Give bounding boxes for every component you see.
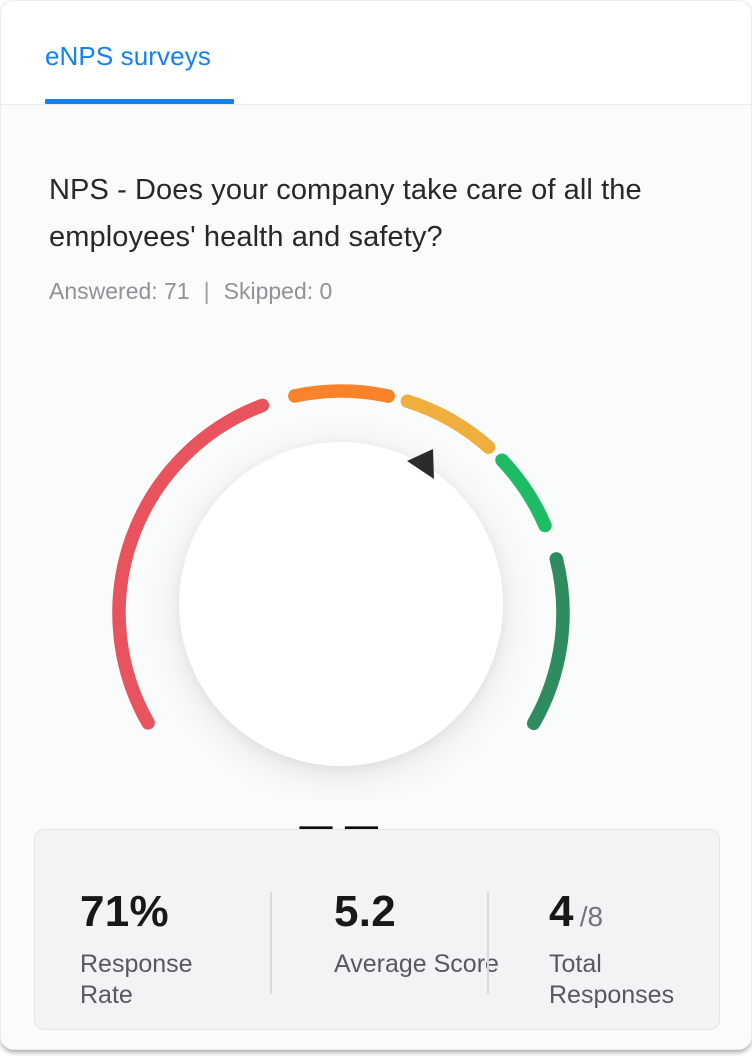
survey-result-content: NPS - Does your company take care of all…	[1, 105, 751, 1049]
response-rate-value: 71%	[80, 887, 169, 936]
active-tab-underline	[45, 99, 234, 104]
total-responses-label: Total Responses	[549, 950, 675, 1009]
gauge-arc-dark-green	[526, 552, 570, 731]
stat-average-score: 5.2 Average Score	[334, 890, 499, 980]
average-score-value: 5.2	[334, 887, 397, 936]
skipped-count: Skipped: 0	[223, 278, 333, 304]
stat-divider	[487, 892, 489, 994]
stat-divider	[270, 892, 272, 994]
average-score-label: Average Score	[334, 950, 499, 978]
stat-response-rate: 71% Response Rate	[80, 890, 245, 1011]
tab-bar: eNPS surveys	[1, 1, 751, 105]
gauge-svg	[112, 384, 570, 766]
answered-count: Answered: 71	[49, 278, 190, 304]
gauge-arc-green	[495, 453, 552, 533]
gauge-arc-red	[112, 398, 270, 730]
gauge-arc-orange	[288, 384, 396, 403]
question-title: NPS - Does your company take care of all…	[49, 174, 642, 253]
gauge-inner-circle	[179, 442, 503, 766]
response-summary: Answered: 71 | Skipped: 0	[49, 278, 332, 305]
summary-stats-panel: 71% Response Rate 5.2 Average Score 4/8 …	[34, 829, 720, 1030]
stat-total-responses: 4/8 Total Responses	[549, 890, 714, 1011]
response-rate-label: Response Rate	[80, 950, 193, 1009]
summary-separator: |	[203, 278, 210, 304]
tab-enps-surveys[interactable]: eNPS surveys	[45, 41, 211, 71]
total-responses-value: 4/8	[549, 887, 604, 936]
total-responses-suffix: /8	[579, 901, 604, 932]
gauge-arc-amber	[400, 394, 496, 454]
enps-gauge-chart: 55 eNPS Score -100 100	[61, 361, 621, 1029]
gauge-needle-icon	[407, 449, 434, 479]
